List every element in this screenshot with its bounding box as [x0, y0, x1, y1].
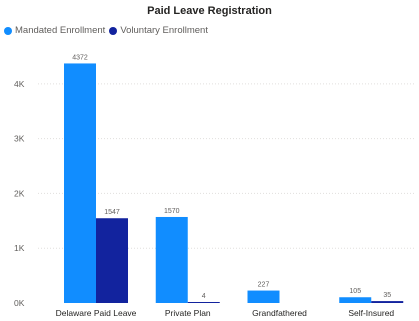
data-label: 4372 — [72, 54, 88, 61]
data-label: 35 — [383, 292, 391, 299]
data-label: 4 — [202, 293, 206, 300]
y-tick-label: 0K — [14, 298, 25, 308]
y-tick-label: 2K — [14, 188, 25, 198]
y-tick-label: 3K — [14, 134, 25, 144]
x-tick-label: Private Plan — [165, 308, 211, 318]
y-tick-label: 1K — [14, 243, 25, 253]
bar-mandated[interactable] — [247, 290, 280, 303]
x-tick-label: Delaware Paid Leave — [56, 308, 137, 318]
legend-label-voluntary: Voluntary Enrollment — [120, 25, 208, 36]
legend-marker-mandated — [4, 26, 12, 35]
bar-mandated[interactable] — [339, 297, 372, 303]
legend-item-mandated[interactable]: Mandated Enrollment — [4, 25, 105, 36]
legend-item-voluntary[interactable]: Voluntary Enrollment — [109, 25, 208, 36]
legend: Mandated Enrollment Voluntary Enrollment — [4, 25, 212, 36]
bar-voluntary[interactable] — [96, 218, 128, 303]
x-tick-label: Grandfathered — [252, 308, 307, 318]
bar-mandated[interactable] — [155, 216, 188, 303]
y-tick-label: 4K — [14, 79, 25, 89]
bar-voluntary[interactable] — [187, 302, 220, 303]
data-label: 1570 — [164, 208, 180, 215]
x-tick-label: Self-Insured — [348, 308, 394, 318]
legend-marker-voluntary — [109, 26, 118, 35]
bar-voluntary[interactable] — [371, 301, 404, 303]
data-label: 1547 — [104, 209, 120, 216]
data-label: 105 — [349, 288, 361, 295]
chart-title: Paid Leave Registration — [147, 5, 272, 17]
bar-mandated[interactable] — [64, 63, 96, 303]
data-label: 227 — [258, 282, 270, 289]
legend-label-mandated: Mandated Enrollment — [15, 25, 106, 36]
